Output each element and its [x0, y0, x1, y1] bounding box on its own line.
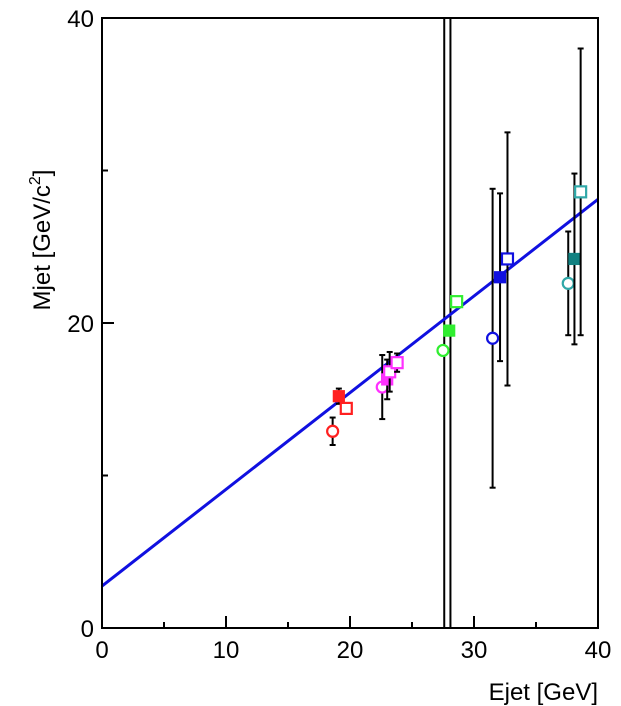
marker-square — [450, 295, 464, 309]
y-tick-label: 20 — [67, 311, 94, 338]
y-tick-label: 40 — [67, 6, 94, 33]
data-point — [486, 187, 500, 489]
data-point — [561, 230, 575, 337]
marker-square — [574, 185, 588, 199]
marker-square — [339, 401, 353, 415]
reference-lines — [443, 18, 452, 628]
marker-circle — [561, 276, 575, 290]
data-point — [332, 387, 345, 405]
x-tick-label: 10 — [213, 637, 240, 664]
data-point — [339, 401, 353, 415]
data-point — [568, 172, 581, 346]
data-point — [436, 343, 450, 358]
x-axis-title-text: Ejet [GeV] — [489, 679, 598, 706]
marker-circle — [326, 424, 340, 438]
data-points — [326, 47, 588, 489]
data-point — [574, 47, 588, 337]
marker-square — [332, 390, 345, 403]
y-tick-label: 0 — [81, 616, 94, 643]
marker-square — [443, 324, 456, 337]
marker-square — [500, 252, 515, 266]
y-ticks: 0 20 40 — [67, 6, 114, 643]
data-point — [443, 324, 456, 337]
marker-circle — [436, 343, 450, 358]
y-axis-title-superscript: 2 — [27, 176, 44, 185]
data-point — [500, 131, 515, 387]
x-tick-label: 20 — [337, 637, 364, 664]
fit-line-group — [101, 198, 599, 588]
y-axis-title-end: ] — [29, 170, 56, 177]
y-axis-title: Mjet [GeV/c2] — [27, 170, 56, 311]
x-ticks: 0 10 20 30 40 — [95, 616, 611, 664]
x-tick-label: 30 — [461, 637, 488, 664]
x-tick-label: 0 — [95, 637, 108, 664]
fit-line — [101, 198, 599, 588]
plot-frame — [101, 17, 599, 629]
marker-square — [390, 356, 404, 370]
x-axis-title: Ejet [GeV] — [489, 679, 598, 706]
marker-square — [493, 271, 507, 284]
x-tick-label: 40 — [585, 637, 612, 664]
data-point — [450, 295, 464, 309]
data-point — [326, 416, 340, 446]
y-axis-title-main: Mjet [GeV/c — [29, 185, 56, 310]
marker-square — [568, 252, 581, 266]
data-point — [390, 352, 404, 373]
marker-circle — [486, 331, 500, 345]
data-point — [493, 192, 507, 363]
